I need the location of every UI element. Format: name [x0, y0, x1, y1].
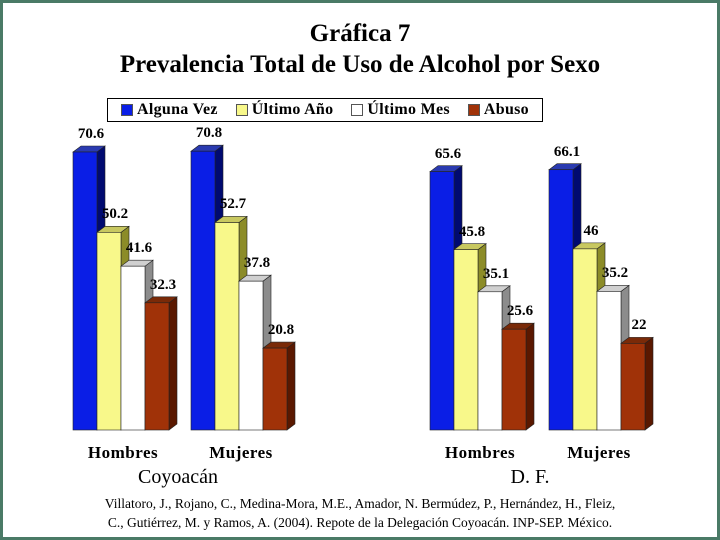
- data-label: 45.8: [458, 223, 486, 240]
- category-label: Hombres: [87, 443, 159, 462]
- bar: [429, 171, 455, 431]
- legend-swatch: [235, 104, 248, 116]
- category-label: Mujeres: [567, 443, 631, 462]
- bar: [572, 248, 598, 431]
- data-label: 46: [583, 222, 599, 239]
- data-label: 35.2: [601, 265, 629, 282]
- data-label: 35.1: [482, 265, 510, 282]
- bar: [501, 328, 527, 431]
- category-label: Hombres: [444, 443, 516, 462]
- legend-swatch: [120, 104, 133, 116]
- group-label: Coyoacán: [138, 466, 218, 488]
- bar: [238, 280, 264, 431]
- data-label: 32.3: [149, 276, 177, 293]
- bar: [120, 265, 146, 431]
- bar: [453, 249, 479, 431]
- legend-label: Último Mes: [367, 101, 450, 118]
- chart-title-line2: Prevalencia Total de Uso de Alcohol por …: [119, 51, 601, 78]
- bar: [72, 151, 98, 431]
- bar: [477, 291, 503, 431]
- bar-side: [644, 336, 654, 431]
- data-label: 50.2: [101, 206, 129, 223]
- data-label: 41.6: [125, 240, 153, 257]
- bar: [96, 232, 122, 431]
- bar: [214, 222, 240, 431]
- group-label: D. F.: [510, 466, 550, 488]
- source-line2: C., Gutiérrez, M. y Ramos, A. (2004). Re…: [107, 515, 613, 530]
- bar-side: [286, 341, 296, 431]
- chart-title-line1: Gráfica 7: [309, 20, 411, 47]
- chart-title: Gráfica 7 Prevalencia Total de Uso de Al…: [0, 18, 720, 80]
- bar: [596, 291, 622, 431]
- bar: [144, 302, 170, 431]
- data-label: 70.8: [195, 125, 223, 142]
- data-label: 37.8: [243, 255, 271, 272]
- bar: [548, 169, 574, 431]
- category-label: Mujeres: [209, 443, 273, 462]
- data-label: 22: [631, 317, 647, 334]
- legend-item-abuso: Abuso: [467, 101, 529, 119]
- data-label: 20.8: [267, 322, 295, 339]
- bar: [620, 343, 646, 431]
- bar: [262, 347, 288, 431]
- data-label: 25.6: [506, 303, 534, 320]
- bar: [190, 150, 216, 431]
- legend-label: Abuso: [483, 101, 529, 118]
- legend-item-alguna-vez: Alguna Vez: [120, 101, 218, 119]
- source-citation: Villatoro, J., Rojano, C., Medina-Mora, …: [0, 494, 720, 532]
- legend-swatch: [351, 104, 364, 116]
- data-label: 70.6: [77, 126, 105, 142]
- legend: Alguna Vez Último Año Último Mes Abuso: [107, 98, 543, 122]
- data-label: 65.6: [434, 145, 462, 162]
- data-label: 66.1: [553, 143, 581, 160]
- legend-swatch: [467, 104, 480, 116]
- bar-side: [168, 296, 178, 431]
- legend-label: Alguna Vez: [136, 101, 218, 118]
- legend-item-ultimo-mes: Último Mes: [351, 101, 450, 119]
- legend-label: Último Año: [251, 101, 334, 118]
- data-label: 52.7: [219, 196, 247, 213]
- legend-item-ultimo-ano: Último Año: [235, 101, 334, 119]
- bar-side: [525, 322, 535, 431]
- source-line1: Villatoro, J., Rojano, C., Medina-Mora, …: [104, 496, 616, 511]
